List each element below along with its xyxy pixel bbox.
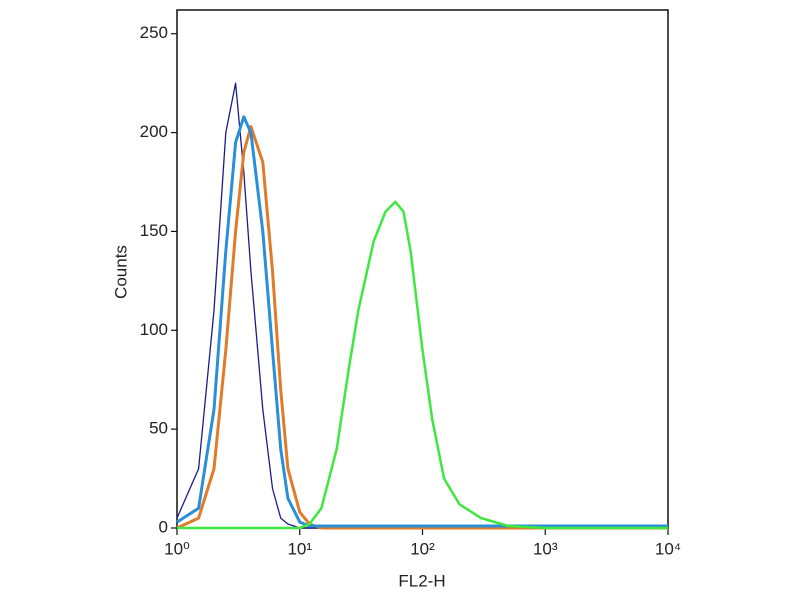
x-tick-label: 10⁴ — [655, 539, 681, 558]
histogram-line — [176, 115, 668, 528]
x-tick-label: 10¹ — [287, 539, 312, 558]
histogram-line — [176, 82, 668, 529]
y-tick-label: 50 — [149, 419, 168, 438]
y-axis-label: Counts — [111, 245, 130, 299]
y-tick-label: 200 — [140, 122, 168, 141]
y-tick-label: 100 — [140, 320, 168, 339]
x-tick-label: 10² — [410, 539, 435, 558]
x-axis-label: FL2-H — [398, 571, 445, 590]
histogram-line — [177, 200, 668, 530]
y-tick-label: 0 — [159, 517, 168, 536]
x-tick-label: 10⁰ — [164, 539, 190, 558]
y-tick-label: 150 — [140, 221, 168, 240]
x-tick-label: 10³ — [533, 539, 558, 558]
histogram-line — [176, 125, 668, 530]
y-tick-label: 250 — [140, 23, 168, 42]
